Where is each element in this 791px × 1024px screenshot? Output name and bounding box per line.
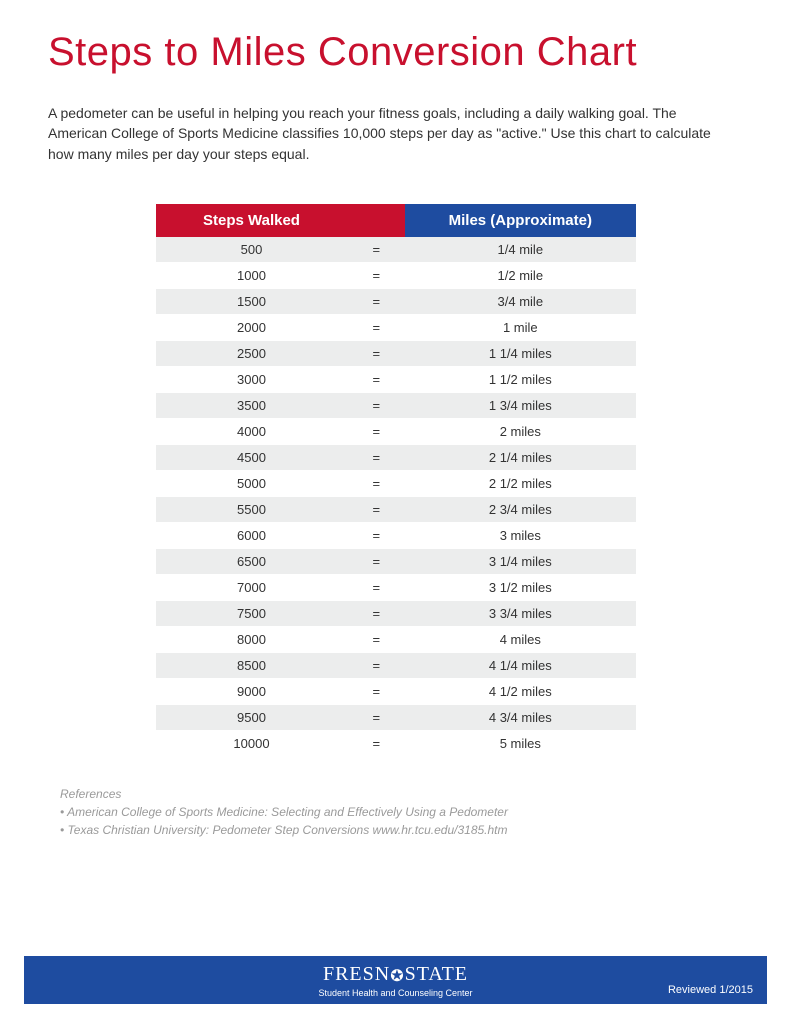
cell-miles: 3 1/4 miles bbox=[405, 548, 635, 574]
table-row: 4000=2 miles bbox=[156, 418, 636, 444]
cell-miles: 1 3/4 miles bbox=[405, 392, 635, 418]
table-row: 5000=2 1/2 miles bbox=[156, 470, 636, 496]
cell-miles: 2 3/4 miles bbox=[405, 496, 635, 522]
cell-miles: 3 3/4 miles bbox=[405, 600, 635, 626]
cell-steps: 7000 bbox=[156, 574, 348, 600]
cell-steps: 1000 bbox=[156, 262, 348, 288]
cell-steps: 6000 bbox=[156, 522, 348, 548]
cell-equals: = bbox=[348, 444, 406, 470]
cell-miles: 3 miles bbox=[405, 522, 635, 548]
table-row: 5500=2 3/4 miles bbox=[156, 496, 636, 522]
table-row: 500=1/4 mile bbox=[156, 237, 636, 263]
cell-miles: 4 1/4 miles bbox=[405, 652, 635, 678]
column-header-miles: Miles (Approximate) bbox=[405, 204, 635, 237]
cell-equals: = bbox=[348, 730, 406, 756]
column-header-steps: Steps Walked bbox=[156, 204, 348, 237]
cell-steps: 3500 bbox=[156, 392, 348, 418]
cell-equals: = bbox=[348, 496, 406, 522]
table-row: 9500=4 3/4 miles bbox=[156, 704, 636, 730]
cell-miles: 3 1/2 miles bbox=[405, 574, 635, 600]
cell-steps: 8500 bbox=[156, 652, 348, 678]
page-title: Steps to Miles Conversion Chart bbox=[0, 0, 791, 75]
cell-steps: 9500 bbox=[156, 704, 348, 730]
footer-logo: FRESN✪STATE bbox=[318, 963, 472, 986]
references-heading: References bbox=[60, 785, 731, 803]
cell-equals: = bbox=[348, 237, 406, 263]
cell-miles: 5 miles bbox=[405, 730, 635, 756]
table-row: 2500=1 1/4 miles bbox=[156, 340, 636, 366]
cell-steps: 8000 bbox=[156, 626, 348, 652]
table-row: 6000=3 miles bbox=[156, 522, 636, 548]
cell-equals: = bbox=[348, 600, 406, 626]
cell-miles: 4 3/4 miles bbox=[405, 704, 635, 730]
conversion-table: Steps Walked Miles (Approximate) 500=1/4… bbox=[156, 204, 636, 757]
cell-miles: 4 1/2 miles bbox=[405, 678, 635, 704]
cell-steps: 4000 bbox=[156, 418, 348, 444]
cell-equals: = bbox=[348, 626, 406, 652]
cell-equals: = bbox=[348, 470, 406, 496]
cell-steps: 500 bbox=[156, 237, 348, 263]
cell-miles: 1 mile bbox=[405, 314, 635, 340]
cell-miles: 1 1/4 miles bbox=[405, 340, 635, 366]
table-row: 3000=1 1/2 miles bbox=[156, 366, 636, 392]
cell-steps: 2500 bbox=[156, 340, 348, 366]
cell-equals: = bbox=[348, 262, 406, 288]
table-row: 1000=1/2 mile bbox=[156, 262, 636, 288]
cell-equals: = bbox=[348, 652, 406, 678]
cell-miles: 1/2 mile bbox=[405, 262, 635, 288]
cell-steps: 5500 bbox=[156, 496, 348, 522]
cell-equals: = bbox=[348, 548, 406, 574]
table-row: 9000=4 1/2 miles bbox=[156, 678, 636, 704]
intro-paragraph: A pedometer can be useful in helping you… bbox=[0, 75, 791, 164]
column-header-spacer bbox=[348, 204, 406, 237]
cell-equals: = bbox=[348, 704, 406, 730]
cell-equals: = bbox=[348, 314, 406, 340]
cell-steps: 1500 bbox=[156, 288, 348, 314]
table-row: 8000=4 miles bbox=[156, 626, 636, 652]
cell-equals: = bbox=[348, 418, 406, 444]
cell-equals: = bbox=[348, 574, 406, 600]
cell-equals: = bbox=[348, 392, 406, 418]
cell-steps: 7500 bbox=[156, 600, 348, 626]
cell-equals: = bbox=[348, 340, 406, 366]
cell-miles: 2 miles bbox=[405, 418, 635, 444]
cell-equals: = bbox=[348, 288, 406, 314]
footer-subtitle: Student Health and Counseling Center bbox=[318, 988, 472, 998]
cell-steps: 3000 bbox=[156, 366, 348, 392]
table-row: 8500=4 1/4 miles bbox=[156, 652, 636, 678]
cell-steps: 9000 bbox=[156, 678, 348, 704]
table-row: 3500=1 3/4 miles bbox=[156, 392, 636, 418]
cell-steps: 5000 bbox=[156, 470, 348, 496]
footer-reviewed-date: Reviewed 1/2015 bbox=[668, 984, 753, 996]
footer-logo-block: FRESN✪STATE Student Health and Counselin… bbox=[318, 963, 472, 998]
cell-steps: 10000 bbox=[156, 730, 348, 756]
table-row: 2000=1 mile bbox=[156, 314, 636, 340]
logo-text-pre: FRESN bbox=[323, 963, 390, 985]
table-row: 10000=5 miles bbox=[156, 730, 636, 756]
cell-steps: 4500 bbox=[156, 444, 348, 470]
cell-miles: 3/4 mile bbox=[405, 288, 635, 314]
table-row: 1500=3/4 mile bbox=[156, 288, 636, 314]
logo-text-post: STATE bbox=[405, 963, 468, 985]
cell-miles: 1/4 mile bbox=[405, 237, 635, 263]
bulldog-icon: ✪ bbox=[390, 966, 404, 986]
table-row: 7000=3 1/2 miles bbox=[156, 574, 636, 600]
cell-miles: 2 1/4 miles bbox=[405, 444, 635, 470]
footer-bar: FRESN✪STATE Student Health and Counselin… bbox=[24, 956, 767, 1004]
reference-item: • Texas Christian University: Pedometer … bbox=[60, 821, 731, 839]
cell-steps: 2000 bbox=[156, 314, 348, 340]
reference-item: • American College of Sports Medicine: S… bbox=[60, 803, 731, 821]
table-row: 4500=2 1/4 miles bbox=[156, 444, 636, 470]
cell-equals: = bbox=[348, 678, 406, 704]
cell-equals: = bbox=[348, 366, 406, 392]
table-body: 500=1/4 mile1000=1/2 mile1500=3/4 mile20… bbox=[156, 237, 636, 757]
cell-miles: 2 1/2 miles bbox=[405, 470, 635, 496]
table-row: 7500=3 3/4 miles bbox=[156, 600, 636, 626]
table-row: 6500=3 1/4 miles bbox=[156, 548, 636, 574]
cell-miles: 1 1/2 miles bbox=[405, 366, 635, 392]
cell-equals: = bbox=[348, 522, 406, 548]
cell-miles: 4 miles bbox=[405, 626, 635, 652]
cell-steps: 6500 bbox=[156, 548, 348, 574]
references-section: References • American College of Sports … bbox=[0, 757, 791, 839]
